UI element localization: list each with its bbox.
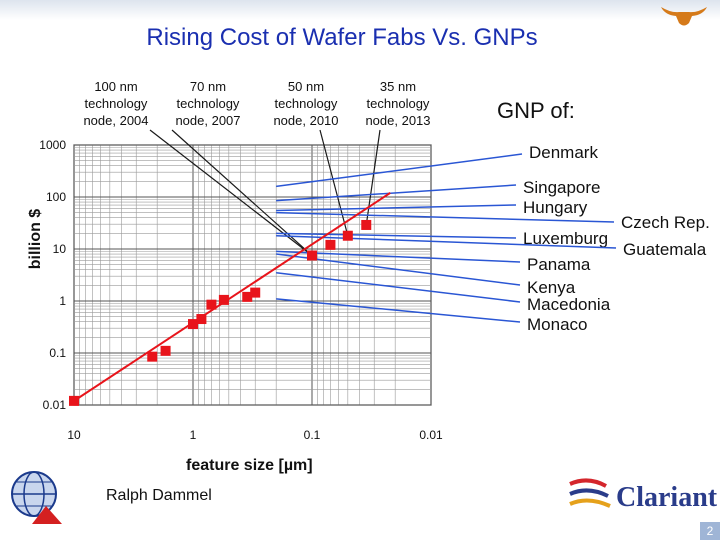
author-name: Ralph Dammel [106, 487, 212, 504]
gnp-reference-line [276, 184, 517, 202]
node-label-100nm: 100 nm technology node, 2004 [83, 79, 149, 128]
data-point [242, 291, 253, 302]
y-axis-label: billion $ [27, 208, 44, 270]
page-number: 2 [700, 522, 720, 540]
data-point [196, 314, 207, 325]
gnp-reference-line [276, 271, 521, 303]
data-point [342, 230, 353, 241]
y-tick-label: 0.1 [49, 346, 66, 360]
gnp-reference-line [276, 232, 517, 239]
y-tick-label: 0.01 [43, 398, 67, 412]
country-label-macedonia: Macedonia [527, 295, 611, 314]
gnp-reference-line [276, 298, 521, 323]
slide-title: Rising Cost of Wafer Fabs Vs. GNPs [146, 24, 538, 51]
callout-lines [149, 129, 617, 323]
country-label-singapore: Singapore [523, 178, 601, 197]
node-label-70nm: 70 nm technology node, 2007 [175, 79, 241, 128]
axis-ticks: 10 1 0.1 0.01 1000 100 10 1 0.1 0.01 [39, 138, 443, 442]
data-point [325, 239, 336, 250]
data-point [250, 287, 261, 298]
node-callout-line [171, 129, 313, 256]
data-point [218, 294, 229, 305]
gnp-reference-line [276, 204, 517, 212]
data-point [361, 219, 372, 230]
longhorn-logo-icon [661, 7, 707, 26]
clariant-swoosh-icon [569, 478, 611, 508]
x-tick-label: 0.01 [419, 428, 443, 442]
gnp-title: GNP of: [497, 98, 575, 123]
clariant-logo: Clariant [566, 468, 718, 523]
data-point [206, 299, 217, 310]
data-point [188, 319, 198, 330]
country-label-luxemburg: Luxemburg [523, 229, 609, 248]
country-label-czech-rep: Czech Rep. [621, 213, 710, 232]
trend-line [73, 192, 391, 402]
gnp-reference-line [276, 153, 523, 188]
data-point [307, 250, 317, 261]
x-tick-label: 10 [67, 428, 81, 442]
clariant-logo-text: Clariant [616, 482, 718, 513]
gnp-reference-line [276, 211, 615, 223]
node-label-35nm: 35 nm technology node, 2013 [365, 79, 431, 128]
country-label-hungary: Hungary [523, 198, 588, 217]
globe-logo-icon [11, 471, 62, 524]
node-label-50nm: 50 nm technology node, 2010 [273, 79, 339, 128]
node-callout-line [149, 129, 313, 256]
country-label-kenya: Kenya [527, 278, 576, 297]
top-banner [0, 0, 720, 20]
gnp-reference-line [276, 234, 617, 249]
data-point [160, 345, 171, 356]
node-callout-line [319, 129, 349, 236]
country-label-guatemala: Guatemala [623, 240, 707, 259]
y-tick-label: 1 [59, 294, 66, 308]
x-axis-label: feature size [µm] [186, 457, 313, 474]
country-label-monaco: Monaco [527, 315, 588, 334]
x-tick-label: 1 [190, 428, 197, 442]
data-points [69, 219, 372, 406]
data-point [69, 395, 79, 406]
y-tick-label: 1000 [39, 138, 66, 152]
y-tick-label: 10 [53, 242, 67, 256]
country-label-panama: Panama [527, 255, 591, 274]
y-tick-label: 100 [46, 190, 66, 204]
x-tick-label: 0.1 [304, 428, 321, 442]
data-point [147, 351, 158, 362]
country-label-denmark: Denmark [529, 143, 598, 162]
trend-layer [73, 192, 391, 402]
